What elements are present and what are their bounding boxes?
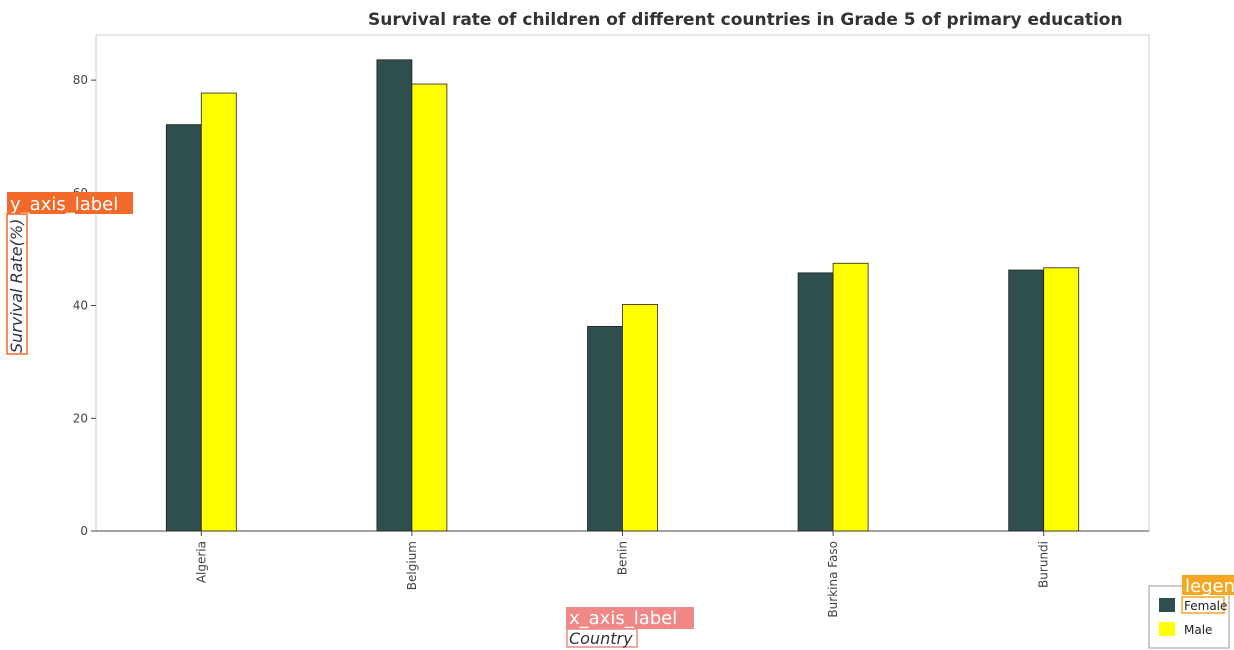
x-axis-tag-box [566, 607, 694, 629]
legend-label-male: Male [1184, 623, 1212, 637]
x-tick-label: Algeria [194, 541, 208, 583]
bars [165, 59, 1080, 532]
x-axis-label: Country [569, 629, 633, 648]
y-axis-label-group: y_axis_label Survival Rate(%) [6, 192, 133, 355]
bar-male-burundi [1043, 267, 1080, 532]
legend-tag: legend [1185, 576, 1234, 597]
x-axis-label-box [566, 628, 638, 648]
x-tick-label: Benin [616, 541, 630, 575]
y-tick-label: 0 [80, 524, 88, 538]
y-axis-tag-box [7, 192, 133, 214]
x-tick-label: Burundi [1037, 541, 1051, 588]
x-ticks: Algeria Belgium Benin Burkina Faso Burundi [194, 531, 1051, 618]
legend-tag-box [1182, 575, 1234, 595]
x-tick-label: Burkina Faso [826, 541, 840, 618]
y-tick-label: 80 [73, 73, 88, 87]
legend-swatch-male [1159, 622, 1175, 636]
bar-male-benin [622, 304, 658, 532]
bar-female-benin [587, 325, 623, 532]
bar-female-burundi [1008, 269, 1045, 532]
y-tick-label: 20 [73, 411, 88, 425]
y-axis-label: Survival Rate(%) [7, 219, 26, 353]
bar-male-algeria [200, 92, 237, 532]
bar-female-algeria [165, 124, 202, 532]
legend: legend Female Male [1148, 575, 1234, 649]
y-tick-label: 40 [73, 299, 88, 313]
x-tick-label: Belgium [405, 541, 419, 590]
bar-male-belgium [411, 83, 448, 532]
legend-label-female-box [1181, 596, 1225, 614]
x-axis-tag: x_axis_label [569, 608, 677, 629]
x-axis-label-group: x_axis_label Country [566, 607, 694, 648]
y-ticks: 020406080 [73, 73, 96, 538]
bar-female-belgium [376, 59, 413, 532]
y-axis-label-box [6, 213, 28, 355]
bar-female-burkina-faso [797, 272, 834, 532]
bar-male-burkina-faso [832, 262, 869, 532]
legend-label-female: Female [1184, 599, 1227, 613]
chart-title: Survival rate of children of different c… [368, 10, 1123, 30]
legend-swatch-female [1159, 598, 1175, 612]
y-axis-tag: y_axis_label [10, 194, 118, 215]
